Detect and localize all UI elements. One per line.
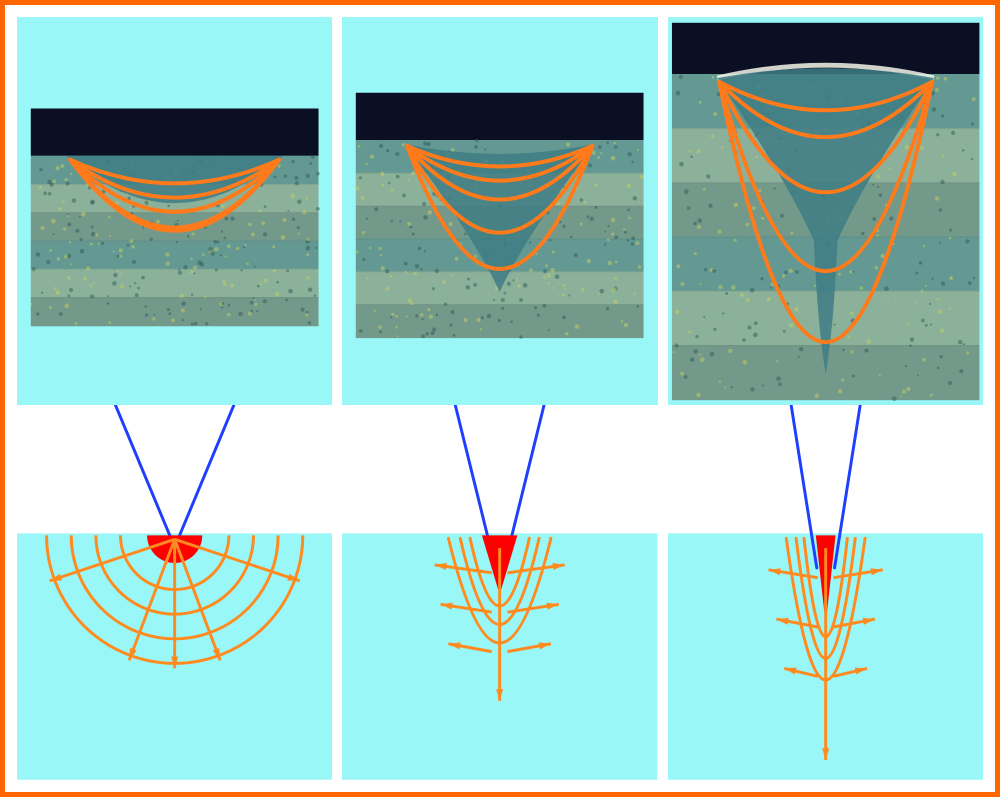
panel-bottom-3: [668, 405, 983, 780]
panel-top-3: [668, 17, 983, 405]
panel-top-1: [17, 17, 332, 405]
figure-frame: [0, 0, 1000, 797]
panel-bottom-1: [17, 405, 332, 780]
bottom-row: [5, 405, 995, 780]
panel-bottom-2: [342, 405, 657, 780]
panel-top-2: [342, 17, 657, 405]
top-row: [5, 5, 995, 405]
